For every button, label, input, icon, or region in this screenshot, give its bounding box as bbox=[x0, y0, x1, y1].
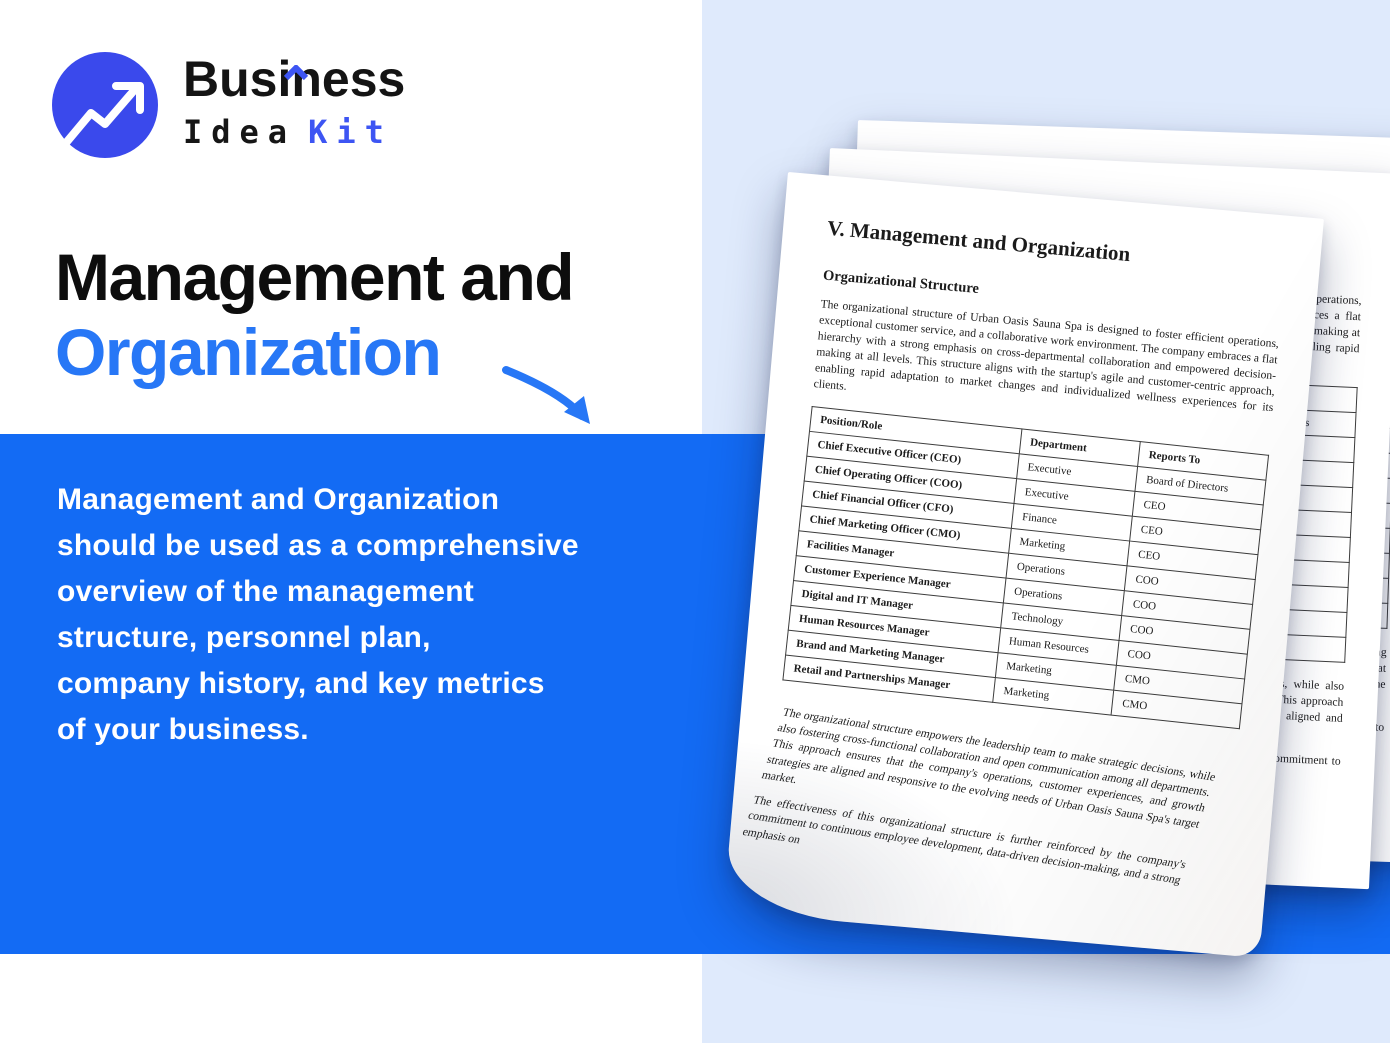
document-content: V. Management and Organization Organizat… bbox=[727, 172, 1324, 921]
logo-word-business-label: Business bbox=[183, 51, 406, 107]
logo-word-idea-kit: Idea Kit bbox=[183, 113, 405, 151]
caret-icon bbox=[283, 39, 309, 89]
page-title-line1: Management and bbox=[55, 240, 575, 314]
document-page-front: V. Management and Organization Organizat… bbox=[723, 172, 1324, 959]
logo-word-business: Business bbox=[183, 54, 405, 104]
logo-text: Business Idea Kit bbox=[183, 52, 405, 158]
logo-word-idea: Idea bbox=[183, 113, 297, 151]
trending-up-icon bbox=[52, 52, 158, 158]
brand-logo: Business Idea Kit bbox=[52, 52, 405, 158]
document-title: V. Management and Organization bbox=[826, 215, 1132, 267]
org-structure-table: Position/Role Department Reports To Chie… bbox=[782, 406, 1269, 729]
document-closing: The organizational structure empowers th… bbox=[740, 705, 1217, 905]
page-title-line2: Organization bbox=[55, 315, 442, 389]
description-text: Management and Organization should be us… bbox=[57, 483, 579, 746]
page-title: Management and Organization bbox=[55, 240, 575, 390]
curved-arrow-icon bbox=[498, 360, 610, 443]
logo-word-kit: Kit bbox=[308, 113, 393, 151]
